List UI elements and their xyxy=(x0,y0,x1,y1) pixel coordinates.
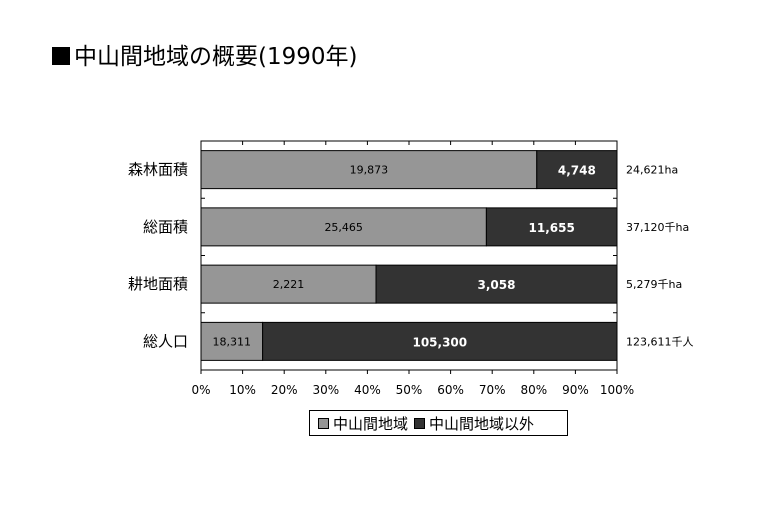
data-label-mountain-area: 25,465 xyxy=(324,221,363,234)
x-tick-label: 100% xyxy=(600,383,634,397)
x-tick-label: 30% xyxy=(312,383,339,397)
chart-title-text: 中山間地域の概要(1990年) xyxy=(74,44,358,70)
bar-segment-mountain-area xyxy=(200,207,487,247)
data-label-mountain-area: 18,311 xyxy=(213,335,252,348)
legend: 中山間地域 中山間地域以外 xyxy=(309,410,568,436)
x-tick-label: 50% xyxy=(396,383,423,397)
x-tick-label: 0% xyxy=(191,383,210,397)
bar-segment-other-area xyxy=(536,150,618,190)
total-label: 24,621ha xyxy=(626,164,678,177)
x-tick-label: 80% xyxy=(520,383,547,397)
x-tick-label: 90% xyxy=(562,383,589,397)
data-label-mountain-area: 19,873 xyxy=(350,164,389,177)
bar-segment-other-area xyxy=(262,321,618,361)
data-label-other-area: 3,058 xyxy=(478,278,516,292)
bar-segment-mountain-area xyxy=(200,321,264,361)
x-tick-label: 10% xyxy=(229,383,256,397)
category-label: 総面積 xyxy=(143,218,188,236)
chart-title: 中山間地域の概要(1990年) xyxy=(52,42,357,72)
x-tick-label: 60% xyxy=(437,383,464,397)
square-bullet-icon xyxy=(52,47,70,65)
data-label-mountain-area: 2,221 xyxy=(273,278,305,291)
total-label: 5,279千ha xyxy=(626,278,682,291)
category-label: 耕地面積 xyxy=(128,275,188,293)
data-label-other-area: 11,655 xyxy=(529,221,575,235)
total-label: 37,120千ha xyxy=(626,221,689,234)
bar-segment-other-area xyxy=(485,207,618,247)
legend-label-mountain-area: 中山間地域 xyxy=(333,414,409,433)
legend-swatch-mountain-area xyxy=(318,417,329,429)
total-label: 123,611千人 xyxy=(626,335,694,348)
bar-segment-mountain-area xyxy=(200,264,377,304)
bar-segment-other-area xyxy=(375,264,618,304)
x-tick-label: 40% xyxy=(354,383,381,397)
category-label: 森林面積 xyxy=(128,161,188,179)
bar-segment-mountain-area xyxy=(200,150,538,190)
legend-item-mountain-area: 中山間地域 xyxy=(318,413,408,434)
legend-label-other-area: 中山間地域以外 xyxy=(429,414,535,433)
legend-item-other-area: 中山間地域以外 xyxy=(414,413,534,434)
data-label-other-area: 105,300 xyxy=(412,335,467,349)
category-label: 総人口 xyxy=(143,332,188,350)
legend-swatch-other-area xyxy=(414,417,426,429)
x-tick-label: 20% xyxy=(271,383,298,397)
data-label-other-area: 4,748 xyxy=(558,164,596,178)
x-tick-label: 70% xyxy=(479,383,506,397)
